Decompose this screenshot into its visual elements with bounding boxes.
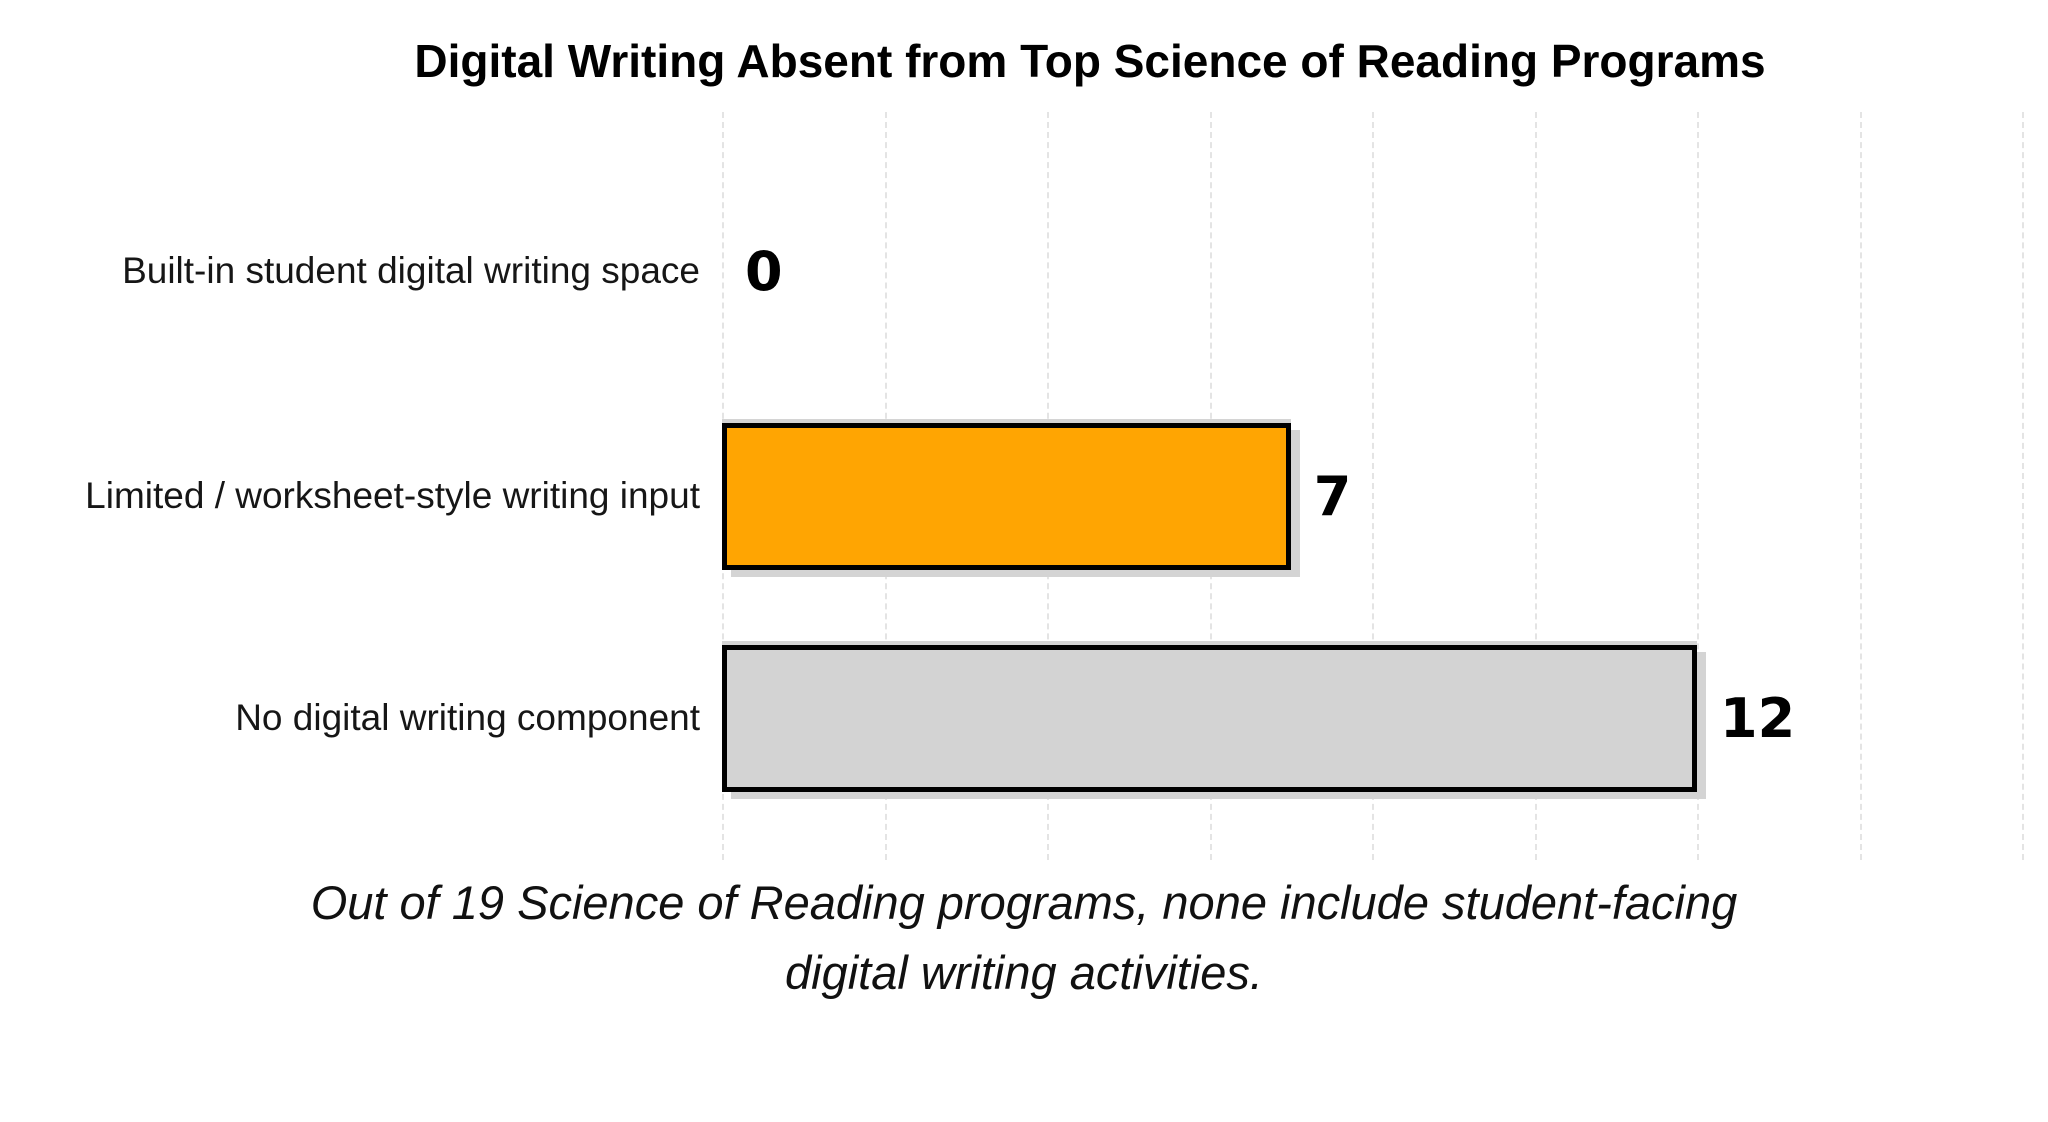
category-label: Built-in student digital writing space [122,250,700,291]
chart-caption: Out of 19 Science of Reading programs, n… [0,868,2048,1008]
caption-line-2: digital writing activities. [784,946,1263,999]
bar [722,423,1291,570]
x-gridline [2022,112,2024,860]
category-label: No digital writing component [235,697,700,738]
value-label: 12 [1720,686,1796,750]
category-label: Limited / worksheet-style writing input [85,475,700,516]
bar [722,645,1697,792]
value-label: 7 [1313,464,1352,528]
x-gridline [1372,112,1374,860]
x-gridline [1697,112,1699,860]
x-gridline [1859,112,1862,860]
chart-title: Digital Writing Absent from Top Science … [414,35,1766,87]
x-gridline [1534,112,1537,860]
caption-line-1: Out of 19 Science of Reading programs, n… [310,876,1738,929]
value-label: 0 [745,239,783,303]
